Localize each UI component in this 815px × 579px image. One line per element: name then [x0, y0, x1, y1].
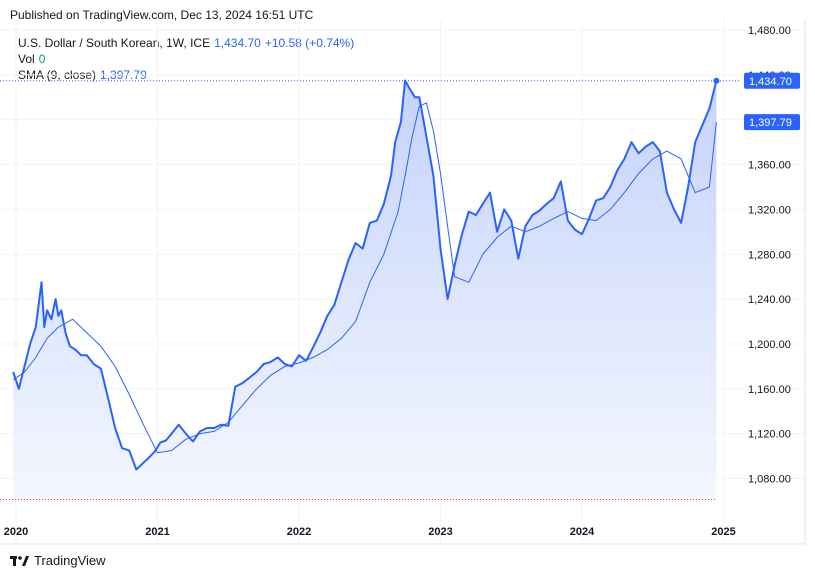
published-caption: Published on TradingView.com, Dec 13, 20…: [10, 8, 314, 22]
y-tick-label: 1,360.00: [748, 160, 791, 172]
time-axis[interactable]: 2020 2021 2022 2023 2024 2025: [4, 526, 736, 538]
sma-line: [12, 102, 717, 454]
y-tick-label: 1,160.00: [748, 384, 791, 396]
y-tick-label: 1,280.00: [748, 249, 791, 261]
footer-brand-text: TradingView: [34, 553, 106, 568]
symbol-name: U.S. Dollar / South Korean, 1W, ICE: [18, 36, 211, 50]
y-tick-label: 1,120.00: [748, 429, 791, 441]
x-tick-label: 2025: [711, 526, 735, 538]
y-tick-label: 1,320.00: [748, 204, 791, 216]
price-area-fill: [13, 80, 717, 500]
legend-symbol-row: U.S. Dollar / South Korean, 1W, ICE 1,434…: [18, 35, 354, 51]
y-tick-label: 1,240.00: [748, 294, 791, 306]
tradingview-logo-icon: [10, 555, 29, 566]
y-tick-label: 1,200.00: [748, 339, 791, 351]
y-tick-label: 1,080.00: [748, 474, 791, 486]
x-tick-label: 2023: [428, 526, 452, 538]
chart-legend: U.S. Dollar / South Korean, 1W, ICE 1,434…: [18, 35, 354, 83]
x-tick-label: 2020: [4, 526, 28, 538]
last-price-badge: 1,434.70: [744, 72, 800, 89]
x-tick-label: 2021: [145, 526, 169, 538]
sma-badge: 1,397.79: [744, 114, 800, 131]
legend-vol-row: Vol 0: [18, 51, 354, 67]
price-change: +10.58 (+0.74%): [264, 36, 355, 50]
last-price-dot: [713, 77, 720, 84]
vol-label: Vol: [18, 52, 35, 66]
price-axis[interactable]: 1,480.001,440.001,400.001,360.001,320.00…: [748, 25, 791, 486]
y-tick-label: 1,480.00: [748, 25, 791, 37]
x-tick-label: 2024: [570, 526, 595, 538]
footer-brand[interactable]: TradingView: [10, 553, 106, 568]
vol-value: 0: [38, 52, 46, 66]
last-price: 1,434.70: [214, 36, 261, 50]
x-tick-label: 2022: [287, 526, 311, 538]
last-price-badge-text: 1,434.70: [749, 76, 792, 88]
price-line: [12, 79, 718, 471]
sma-badge-text: 1,397.79: [749, 117, 792, 129]
